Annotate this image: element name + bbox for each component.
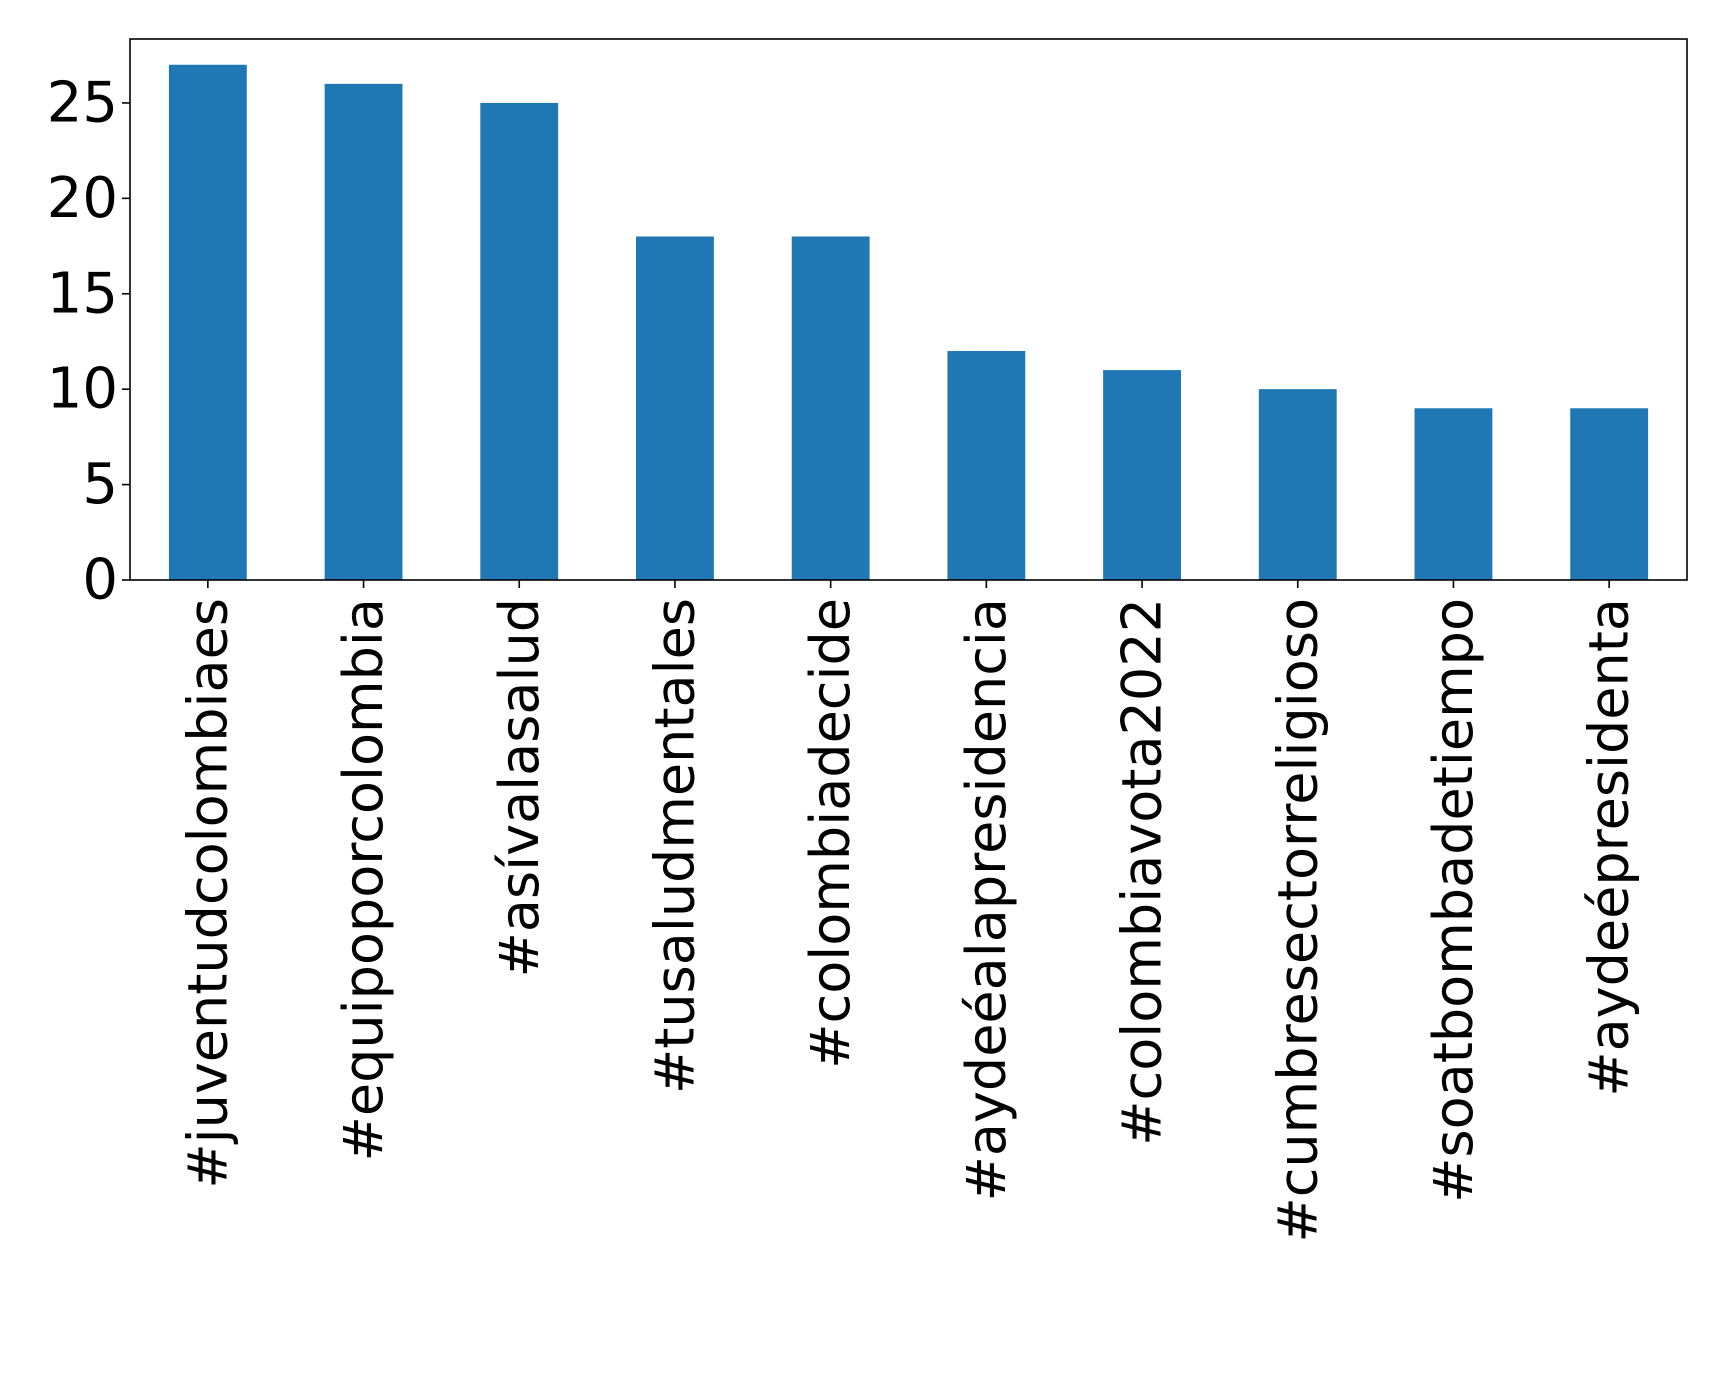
x-axis: #juventudcolombiaes #equipoporcolombia #as… <box>176 580 1641 1243</box>
bar <box>947 351 1026 580</box>
y-tick-label: 10 <box>47 357 118 422</box>
bar <box>168 64 247 580</box>
bar <box>480 102 559 581</box>
y-tick-label: 25 <box>47 70 118 135</box>
bar <box>1103 370 1181 580</box>
y-tick-label: 20 <box>47 166 118 231</box>
bar <box>1258 389 1337 580</box>
y-tick-label: 15 <box>47 261 118 326</box>
x-tick-label: #asívalasalud <box>488 598 551 977</box>
bars-group <box>168 64 1649 581</box>
x-tick-label: #juventudcolombiaes <box>176 598 239 1189</box>
x-tick-label: #colombiadecide <box>799 598 862 1069</box>
x-tick-label: #tusaludmentales <box>643 598 706 1094</box>
plot-frame <box>129 38 1688 581</box>
x-tick-label: #aydeéalapresidencia <box>955 598 1018 1201</box>
bar <box>1570 408 1649 580</box>
y-axis: 0 5 10 15 20 25 <box>47 70 130 613</box>
y-tick-label: 5 <box>82 452 118 517</box>
bar <box>1414 408 1493 580</box>
x-tick-label: #soatbombadetiempo <box>1422 598 1485 1203</box>
x-tick-label: #equipoporcolombia <box>332 598 395 1161</box>
bar <box>791 236 870 580</box>
bar <box>324 83 403 581</box>
x-tick-label: #cumbresectorreligioso <box>1266 598 1329 1243</box>
bar <box>636 236 714 580</box>
x-tick-label: #aydeépresidenta <box>1578 598 1641 1097</box>
y-tick-label: 0 <box>82 548 118 613</box>
x-tick-label: #colombiavota2022 <box>1111 598 1174 1146</box>
